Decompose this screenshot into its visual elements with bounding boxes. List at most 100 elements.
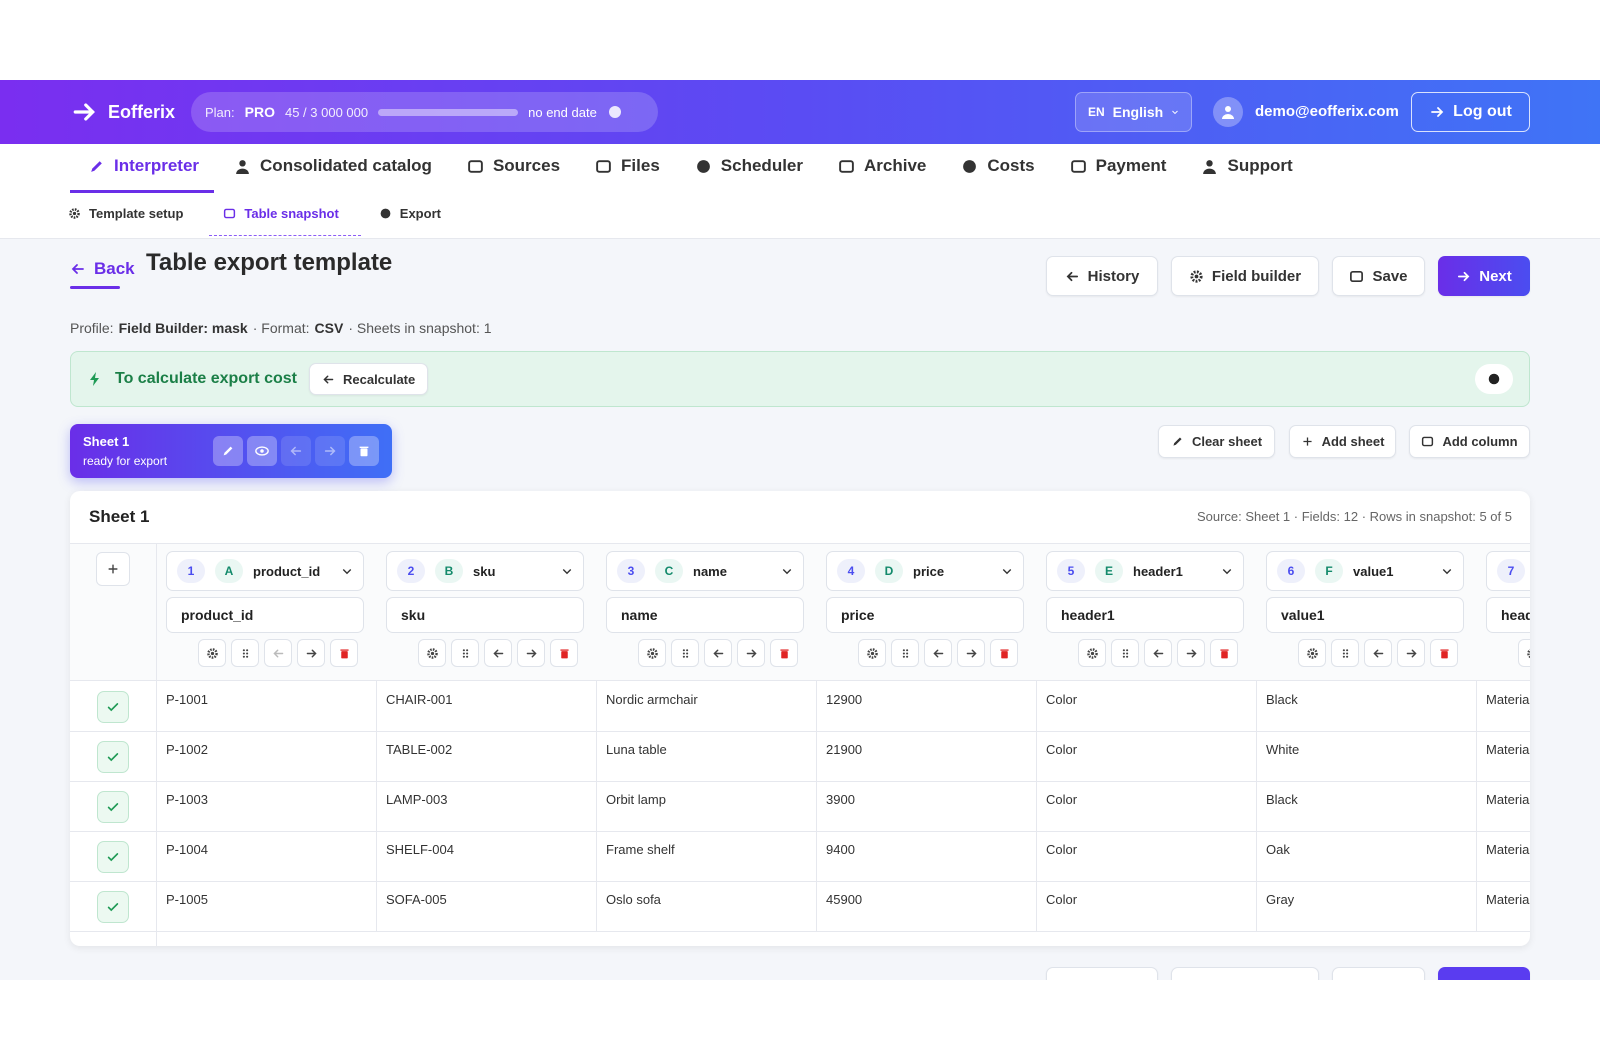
sub-nav: Template setup Table snapshot Export	[68, 206, 441, 221]
column-action[interactable]	[1298, 639, 1326, 667]
column-action[interactable]	[1364, 639, 1392, 667]
column-action[interactable]	[1111, 639, 1139, 667]
cell: Frame shelf	[606, 842, 675, 857]
cell: P-1004	[166, 842, 208, 857]
field-input[interactable]: header1	[1046, 597, 1244, 633]
sheet-action[interactable]	[281, 436, 311, 466]
column-action[interactable]	[990, 639, 1018, 667]
column-action[interactable]	[451, 639, 479, 667]
sheet-button[interactable]: Add sheet	[1289, 425, 1396, 458]
sub-tab[interactable]: Template setup	[68, 206, 183, 221]
column-action[interactable]	[198, 639, 226, 667]
sheet-tab[interactable]: Sheet 1 ready for export	[70, 424, 392, 478]
row-check[interactable]	[97, 791, 129, 823]
nav-tab[interactable]: Payment	[1070, 156, 1166, 176]
nav-tab[interactable]: Files	[595, 156, 660, 176]
sub-tab[interactable]: Export	[379, 206, 441, 221]
nav-tab[interactable]: Archive	[838, 156, 926, 176]
field-input[interactable]: product_id	[166, 597, 364, 633]
row-check[interactable]	[97, 741, 129, 773]
column-select[interactable]: 7	[1486, 551, 1530, 591]
sheet-button[interactable]: Clear sheet	[1158, 425, 1275, 458]
column-action[interactable]	[330, 639, 358, 667]
plan-pill: Plan: PRO 45 / 3 000 000 no end date	[191, 92, 658, 132]
field-input[interactable]: sku	[386, 597, 584, 633]
nav-tab[interactable]: Support	[1201, 156, 1293, 176]
language-code: EN	[1088, 105, 1105, 119]
column-action[interactable]	[1518, 639, 1530, 667]
row-check[interactable]	[97, 841, 129, 873]
column-action[interactable]	[704, 639, 732, 667]
toolbar-button[interactable]: Next	[1438, 256, 1530, 296]
sheet-button[interactable]: Add column	[1409, 425, 1530, 458]
row-check[interactable]	[97, 691, 129, 723]
column-divider	[1256, 681, 1257, 931]
column-letter: F	[1315, 559, 1343, 583]
nav-tab[interactable]: Sources	[467, 156, 560, 176]
add-row-button[interactable]	[96, 552, 130, 586]
field-input[interactable]: header2	[1486, 597, 1530, 633]
logout-button[interactable]: Log out	[1411, 92, 1530, 132]
column-action[interactable]	[1430, 639, 1458, 667]
sheet-action[interactable]	[213, 436, 243, 466]
column-action[interactable]	[1331, 639, 1359, 667]
column-action[interactable]	[858, 639, 886, 667]
nav-tab[interactable]: Costs	[961, 156, 1035, 176]
toolbar-button[interactable]: Save	[1332, 256, 1425, 296]
sub-tab[interactable]: Table snapshot	[223, 206, 339, 221]
column-action[interactable]	[1144, 639, 1172, 667]
column-number: 4	[837, 559, 865, 583]
column-action[interactable]	[550, 639, 578, 667]
column-action[interactable]	[957, 639, 985, 667]
column-action[interactable]	[231, 639, 259, 667]
language-select[interactable]: EN English	[1075, 92, 1192, 132]
nav-tab[interactable]: Consolidated catalog	[234, 156, 432, 176]
column-action[interactable]	[737, 639, 765, 667]
icon	[342, 569, 352, 575]
column-action[interactable]	[484, 639, 512, 667]
column-action[interactable]	[1397, 639, 1425, 667]
column-action[interactable]	[264, 639, 292, 667]
column-action[interactable]	[638, 639, 666, 667]
column-action[interactable]	[770, 639, 798, 667]
profile-part: Field Builder: mask	[118, 320, 248, 336]
column-action[interactable]	[297, 639, 325, 667]
back-link[interactable]: Back	[70, 259, 135, 279]
icon	[107, 803, 119, 812]
toolbar-button[interactable]: Field builder	[1171, 256, 1319, 296]
column-action[interactable]	[517, 639, 545, 667]
column-action[interactable]	[1078, 639, 1106, 667]
column-action[interactable]	[1210, 639, 1238, 667]
column-action[interactable]	[1177, 639, 1205, 667]
column-action[interactable]	[671, 639, 699, 667]
recalculate-button[interactable]: Recalculate	[308, 363, 429, 395]
row-line	[70, 731, 1530, 732]
icon	[1152, 649, 1163, 657]
cell: 9400	[826, 842, 855, 857]
sheet-action[interactable]	[247, 436, 277, 466]
nav-tab[interactable]: Interpreter	[88, 156, 199, 176]
column-action[interactable]	[891, 639, 919, 667]
column-action[interactable]	[924, 639, 952, 667]
field-input[interactable]: price	[826, 597, 1024, 633]
cell: 45900	[826, 892, 863, 907]
column-letter: E	[1095, 559, 1123, 583]
cell: Color	[1046, 892, 1078, 907]
sheet-action[interactable]	[315, 436, 345, 466]
field-input[interactable]: value1	[1266, 597, 1464, 633]
toolbar-button[interactable]: History	[1046, 256, 1158, 296]
icon	[696, 159, 710, 173]
nav-tab[interactable]: Scheduler	[695, 156, 803, 176]
field-input[interactable]: name	[606, 597, 804, 633]
help-button[interactable]	[1475, 364, 1513, 394]
column-action[interactable]	[418, 639, 446, 667]
row-check[interactable]	[97, 891, 129, 923]
sheet-action[interactable]	[349, 436, 379, 466]
